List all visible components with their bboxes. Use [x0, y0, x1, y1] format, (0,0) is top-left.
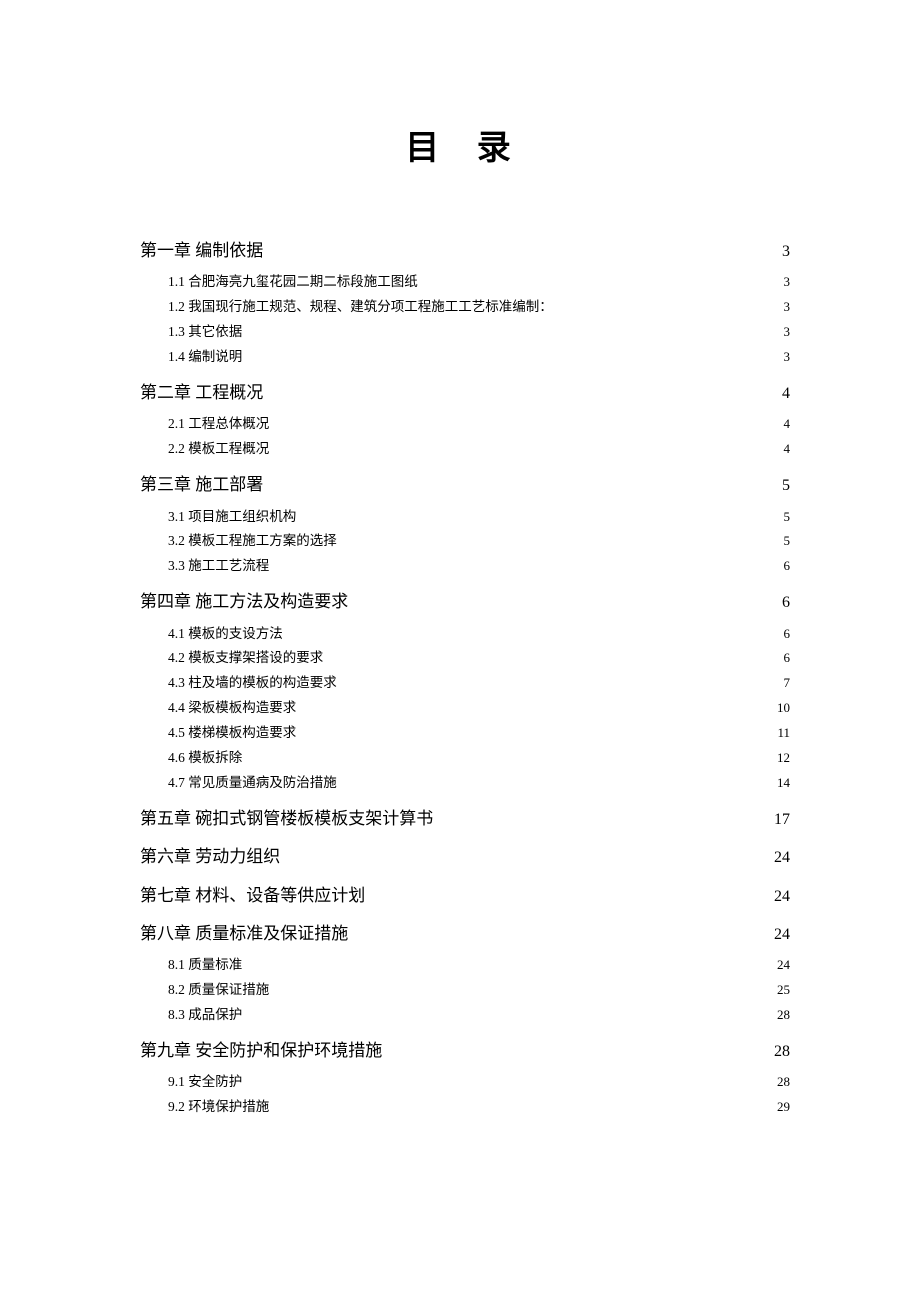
toc-section-entry[interactable]: 9.1 安全防护 28	[140, 1073, 790, 1092]
toc-entry-label: 2.2 模板工程概况	[168, 440, 269, 459]
toc-chapter-entry[interactable]: 第八章 质量标准及保证措施 24	[140, 922, 790, 946]
toc-entry-label: 1.3 其它依据	[168, 323, 242, 342]
toc-entry-page: 24	[774, 886, 790, 908]
toc-entry-page: 3	[784, 273, 791, 291]
toc-section-entry[interactable]: 3.2 模板工程施工方案的选择 5	[140, 532, 790, 551]
toc-entry-page: 4	[784, 415, 791, 433]
toc-chapter-entry[interactable]: 第七章 材料、设备等供应计划 24	[140, 884, 790, 908]
toc-entry-label: 4.7 常见质量通病及防治措施	[168, 774, 337, 793]
toc-chapter-entry[interactable]: 第四章 施工方法及构造要求 6	[140, 590, 790, 614]
toc-entry-page: 5	[782, 475, 790, 497]
toc-section-entry[interactable]: 4.4 梁板模板构造要求 10	[140, 699, 790, 718]
toc-entry-label: 第八章 质量标准及保证措施	[140, 922, 348, 946]
toc-entry-page: 6	[784, 649, 791, 667]
toc-entry-label: 3.3 施工工艺流程	[168, 557, 269, 576]
toc-entry-label: 第三章 施工部署	[140, 473, 263, 497]
toc-entry-page: 28	[777, 1073, 790, 1091]
toc-section-entry[interactable]: 4.2 模板支撑架搭设的要求 6	[140, 649, 790, 668]
toc-entry-label: 4.6 模板拆除	[168, 749, 242, 768]
toc-entry-page: 3	[784, 298, 791, 316]
toc-entry-label: 3.1 项目施工组织机构	[168, 508, 296, 527]
toc-title: 目 录	[140, 120, 790, 169]
toc-section-entry[interactable]: 1.4 编制说明 3	[140, 348, 790, 367]
toc-section-entry[interactable]: 2.2 模板工程概况 4	[140, 440, 790, 459]
toc-chapter-entry[interactable]: 第二章 工程概况 4	[140, 381, 790, 405]
toc-entry-label: 第四章 施工方法及构造要求	[140, 590, 348, 614]
toc-entry-label: 第一章 编制依据	[140, 239, 263, 263]
toc-entry-label: 第七章 材料、设备等供应计划	[140, 884, 365, 908]
toc-section-entry[interactable]: 4.7 常见质量通病及防治措施 14	[140, 774, 790, 793]
toc-entry-label: 8.2 质量保证措施	[168, 981, 269, 1000]
toc-entry-page: 3	[784, 348, 791, 366]
toc-section-entry[interactable]: 8.3 成品保护 28	[140, 1006, 790, 1025]
toc-entry-label: 第六章 劳动力组织	[140, 845, 280, 869]
toc-chapter-entry[interactable]: 第五章 碗扣式钢管楼板模板支架计算书 17	[140, 807, 790, 831]
toc-entry-label: 3.2 模板工程施工方案的选择	[168, 532, 337, 551]
toc-entry-label: 4.5 楼梯模板构造要求	[168, 724, 296, 743]
toc-chapter-entry[interactable]: 第六章 劳动力组织 24	[140, 845, 790, 869]
toc-entry-page: 10	[777, 699, 790, 717]
toc-entry-label: 8.1 质量标准	[168, 956, 242, 975]
toc-section-entry[interactable]: 4.5 楼梯模板构造要求 11	[140, 724, 790, 743]
toc-entry-page: 25	[777, 981, 790, 999]
toc-section-entry[interactable]: 2.1 工程总体概况 4	[140, 415, 790, 434]
toc-entry-page: 5	[784, 508, 791, 526]
toc-entry-page: 11	[777, 724, 790, 742]
toc-section-entry[interactable]: 9.2 环境保护措施 29	[140, 1098, 790, 1117]
toc-entry-page: 4	[782, 383, 790, 405]
toc-entry-page: 6	[782, 592, 790, 614]
toc-chapter-entry[interactable]: 第一章 编制依据 3	[140, 239, 790, 263]
toc-section-entry[interactable]: 1.2 我国现行施工规范、规程、建筑分项工程施工工艺标准编制： 3	[140, 298, 790, 317]
toc-section-entry[interactable]: 1.1 合肥海亮九玺花园二期二标段施工图纸 3	[140, 273, 790, 292]
toc-entry-label: 第五章 碗扣式钢管楼板模板支架计算书	[140, 807, 433, 831]
toc-entry-label: 第二章 工程概况	[140, 381, 263, 405]
toc-entry-page: 3	[782, 241, 790, 263]
toc-entry-page: 3	[784, 323, 791, 341]
toc-entry-page: 24	[774, 847, 790, 869]
toc-entry-label: 8.3 成品保护	[168, 1006, 242, 1025]
toc-section-entry[interactable]: 8.1 质量标准 24	[140, 956, 790, 975]
toc-entry-page: 28	[774, 1041, 790, 1063]
toc-entry-page: 28	[777, 1006, 790, 1024]
toc-entry-label: 4.1 模板的支设方法	[168, 625, 283, 644]
toc-entry-page: 24	[774, 924, 790, 946]
toc-entry-label: 1.1 合肥海亮九玺花园二期二标段施工图纸	[168, 273, 418, 292]
toc-section-entry[interactable]: 1.3 其它依据 3	[140, 323, 790, 342]
toc-entry-label: 9.2 环境保护措施	[168, 1098, 269, 1117]
toc-entry-page: 14	[777, 774, 790, 792]
toc-entry-label: 4.3 柱及墙的模板的构造要求	[168, 674, 337, 693]
toc-section-entry[interactable]: 8.2 质量保证措施 25	[140, 981, 790, 1000]
toc-entry-page: 17	[774, 809, 790, 831]
toc-entry-page: 5	[784, 532, 791, 550]
toc-entry-label: 4.4 梁板模板构造要求	[168, 699, 296, 718]
toc-entry-page: 29	[777, 1098, 790, 1116]
toc-entry-page: 12	[777, 749, 790, 767]
toc-entry-page: 4	[784, 440, 791, 458]
toc-entry-label: 2.1 工程总体概况	[168, 415, 269, 434]
toc-section-entry[interactable]: 4.1 模板的支设方法 6	[140, 625, 790, 644]
toc-entry-page: 24	[777, 956, 790, 974]
toc-entry-page: 6	[784, 625, 791, 643]
toc-entry-page: 6	[784, 557, 791, 575]
toc-section-entry[interactable]: 4.3 柱及墙的模板的构造要求 7	[140, 674, 790, 693]
toc-section-entry[interactable]: 3.3 施工工艺流程 6	[140, 557, 790, 576]
toc-chapter-entry[interactable]: 第九章 安全防护和保护环境措施 28	[140, 1039, 790, 1063]
toc-entry-label: 9.1 安全防护	[168, 1073, 242, 1092]
document-page: 目 录 第一章 编制依据31.1 合肥海亮九玺花园二期二标段施工图纸31.2 我…	[0, 0, 920, 1223]
toc-chapter-entry[interactable]: 第三章 施工部署 5	[140, 473, 790, 497]
toc-section-entry[interactable]: 3.1 项目施工组织机构 5	[140, 508, 790, 527]
toc-entry-label: 第九章 安全防护和保护环境措施	[140, 1039, 382, 1063]
toc-entry-label: 4.2 模板支撑架搭设的要求	[168, 649, 323, 668]
toc-section-entry[interactable]: 4.6 模板拆除 12	[140, 749, 790, 768]
toc-entry-label: 1.2 我国现行施工规范、规程、建筑分项工程施工工艺标准编制：	[168, 298, 553, 317]
toc-entry-label: 1.4 编制说明	[168, 348, 242, 367]
toc-entry-page: 7	[784, 674, 791, 692]
toc-container: 第一章 编制依据31.1 合肥海亮九玺花园二期二标段施工图纸31.2 我国现行施…	[140, 239, 790, 1117]
